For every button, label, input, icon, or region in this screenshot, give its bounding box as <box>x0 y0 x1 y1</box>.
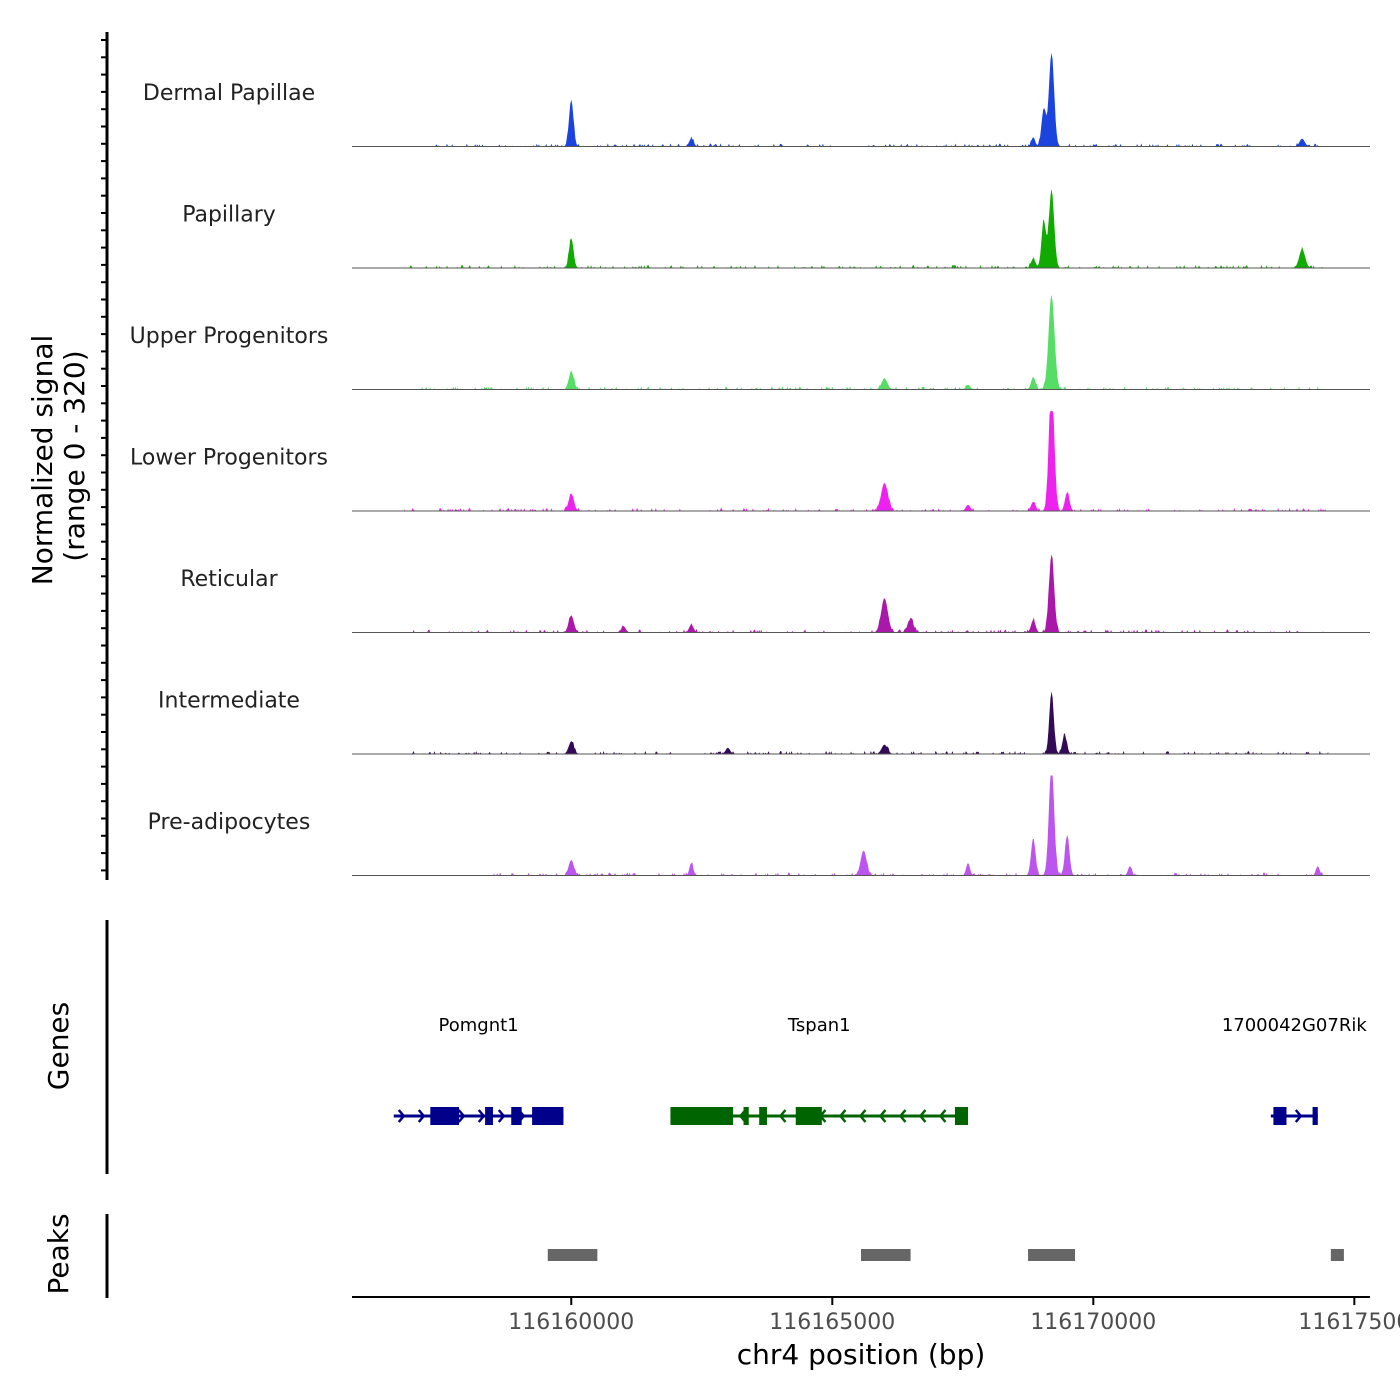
peaks-panel-label: Peaks <box>42 1213 75 1294</box>
track-label: Reticular <box>180 567 278 592</box>
gene-exon <box>485 1107 493 1125</box>
track-label: Intermediate <box>158 689 300 714</box>
strand-arrow <box>477 1109 486 1123</box>
gene-label: Pomgnt1 <box>439 1015 519 1036</box>
gene-exon <box>759 1107 768 1125</box>
x-tick-label: 116170000 <box>1030 1310 1156 1335</box>
track-upper-progenitors: Upper Progenitors <box>130 294 1370 390</box>
coverage-area <box>404 554 1329 633</box>
gene-exon <box>1273 1107 1287 1125</box>
gene-1700042g07rik: 1700042G07Rik <box>1222 1015 1368 1125</box>
coverage-tracks: Dermal Papillae Papillary Upper Progenitor… <box>130 52 1370 876</box>
gene-pomgnt1: Pomgnt1 <box>393 1015 564 1125</box>
gene-exon <box>743 1107 749 1125</box>
track-label: Papillary <box>182 203 276 228</box>
x-tick-label: 116160000 <box>508 1310 634 1335</box>
track-label: Pre-adipocytes <box>148 810 311 835</box>
track-label: Upper Progenitors <box>130 324 329 349</box>
peak-region <box>1028 1249 1076 1261</box>
track-papillary: Papillary <box>182 188 1370 269</box>
coverage-area <box>404 691 1329 754</box>
gene-tspan1: Tspan1 <box>670 1015 969 1125</box>
y-axis-title-line1: Normalized signal <box>26 335 59 586</box>
coverage-area <box>493 775 1329 876</box>
gene-exon <box>670 1107 734 1125</box>
strand-arrow <box>778 1109 787 1123</box>
track-reticular: Reticular <box>180 554 1370 633</box>
track-lower-progenitors: Lower Progenitors <box>130 411 1370 512</box>
track-dermal-papillae: Dermal Papillae <box>143 52 1370 147</box>
x-axis-ticks: 116160000 116165000 116170000 11617500 <box>508 1297 1400 1335</box>
gene-exon <box>511 1107 522 1125</box>
gene-exon <box>795 1107 822 1125</box>
gene-exon <box>1312 1107 1318 1125</box>
strand-arrow <box>898 1109 907 1123</box>
gene-label: 1700042G07Rik <box>1222 1015 1368 1036</box>
y-axis-title-line2: (range 0 - 320) <box>58 350 91 561</box>
strand-arrow <box>858 1109 867 1123</box>
strand-arrow <box>1294 1109 1303 1123</box>
coverage-area <box>404 294 1329 390</box>
strand-arrow <box>497 1109 506 1123</box>
strand-arrow <box>878 1109 887 1123</box>
coverage-area <box>404 411 1329 511</box>
peak-region <box>1330 1249 1344 1261</box>
x-tick-label: 116165000 <box>769 1310 895 1335</box>
gene-exon <box>430 1107 460 1125</box>
track-pre-adipocytes: Pre-adipocytes <box>148 775 1370 876</box>
peak-regions <box>547 1249 1344 1261</box>
gene-annotations: Pomgnt1 Tspan1 1700042G07Rik <box>393 1015 1368 1125</box>
x-tick-label: 11617500 <box>1298 1310 1400 1335</box>
gene-exon <box>532 1107 564 1125</box>
strand-arrow <box>457 1109 466 1123</box>
track-label: Dermal Papillae <box>143 81 315 106</box>
strand-arrow <box>417 1109 426 1123</box>
strand-arrow <box>918 1109 927 1123</box>
track-label: Lower Progenitors <box>130 446 328 471</box>
peak-region <box>861 1249 911 1261</box>
x-axis-title: chr4 position (bp) <box>737 1338 986 1371</box>
coverage-area <box>404 188 1329 268</box>
strand-arrow <box>838 1109 847 1123</box>
coverage-y-axis <box>101 32 109 880</box>
gene-label: Tspan1 <box>787 1015 851 1036</box>
coverage-area <box>430 52 1329 147</box>
track-intermediate: Intermediate <box>158 689 1370 755</box>
genes-panel-label: Genes <box>42 1002 75 1090</box>
peak-region <box>547 1249 598 1261</box>
gene-exon <box>954 1107 969 1125</box>
strand-arrow <box>397 1109 406 1123</box>
strand-arrow <box>938 1109 947 1123</box>
